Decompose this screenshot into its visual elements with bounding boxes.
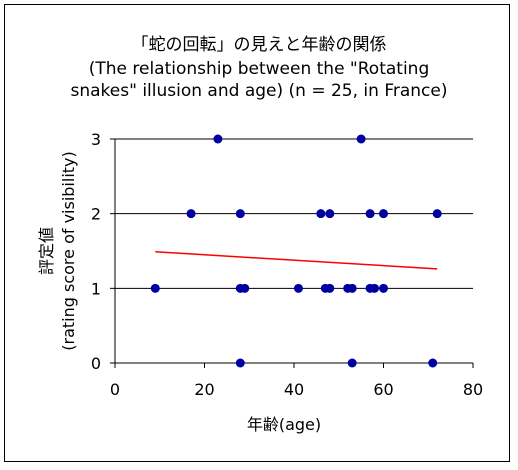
data-points-layer xyxy=(150,134,442,368)
chart-frame xyxy=(4,4,510,462)
tick-labels-layer: 0 1 2 3 0 20 40 60 80 xyxy=(91,130,483,399)
chart-subtitle-line-2: snakes" illusion and age) (n = 25, in Fr… xyxy=(70,81,448,101)
chart-subtitle-line-1: (The relationship between the "Rotating xyxy=(88,59,430,79)
data-point-2 xyxy=(213,134,223,144)
y-axis-label-line-1: 評定値 xyxy=(37,227,56,275)
trendline xyxy=(155,250,438,270)
data-point-17 xyxy=(379,209,388,219)
data-point-14 xyxy=(347,358,357,368)
data-point-9 xyxy=(325,209,335,219)
x-axis-label: 年齢(age) xyxy=(247,415,321,434)
x-tick-label-3: 60 xyxy=(373,380,393,399)
y-axis-label-line-2: (rating score of visibility) xyxy=(59,151,78,350)
data-point-6 xyxy=(235,358,245,368)
data-point-13 xyxy=(347,283,357,293)
data-point-21 xyxy=(428,358,438,368)
y-tick-label-3: 3 xyxy=(91,130,101,149)
data-point-20 xyxy=(379,283,388,293)
data-point-22 xyxy=(432,209,442,219)
y-tick-label-2: 2 xyxy=(91,205,101,224)
y-tick-label-0: 0 xyxy=(91,354,101,373)
x-tick-label-4: 80 xyxy=(463,380,483,399)
data-point-11 xyxy=(325,283,335,293)
data-point-15 xyxy=(356,134,366,144)
data-point-16 xyxy=(365,209,375,219)
y-tick-label-1: 1 xyxy=(91,279,101,298)
data-point-5 xyxy=(240,283,250,293)
data-point-3 xyxy=(235,209,245,219)
data-point-1 xyxy=(186,209,196,219)
grid-layer xyxy=(110,138,474,368)
x-tick-label-2: 40 xyxy=(284,380,304,399)
chart-title: 「蛇の回転」の見えと年齢の関係 xyxy=(131,35,387,55)
x-tick-label-1: 20 xyxy=(194,380,214,399)
data-point-8 xyxy=(316,209,326,219)
data-point-7 xyxy=(293,283,303,293)
x-tick-label-0: 0 xyxy=(110,380,120,399)
data-point-19 xyxy=(370,283,380,293)
trendline-layer xyxy=(155,250,438,270)
data-point-0 xyxy=(150,283,160,293)
